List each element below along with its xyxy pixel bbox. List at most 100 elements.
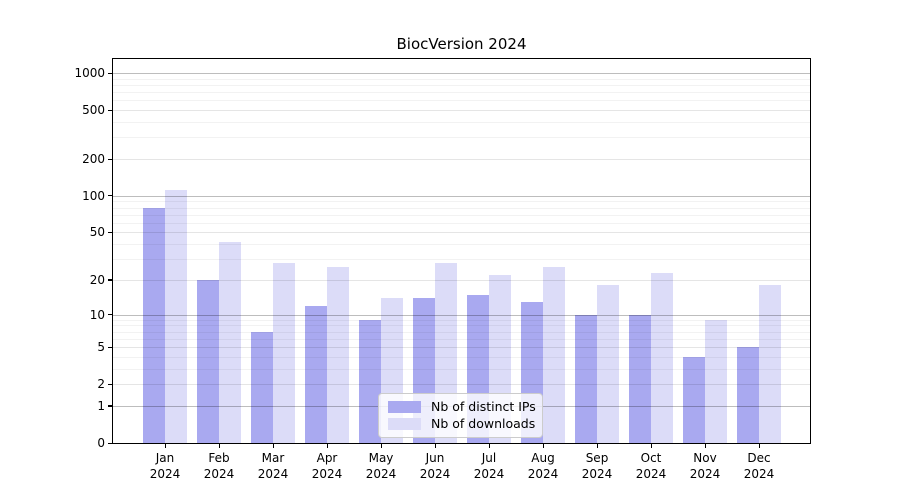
- gridline-y-4: [113, 356, 810, 358]
- bar-downloads-mar: [273, 262, 295, 443]
- x-axis-tick: [164, 443, 166, 448]
- gridline-y-20: [113, 279, 810, 281]
- legend-label: Nb of distinct IPs: [431, 399, 536, 414]
- bar-distinct-ips-oct: [629, 314, 651, 443]
- x-axis-tick: [488, 443, 490, 448]
- y-axis-tick: [108, 346, 113, 348]
- x-axis-tick: [704, 443, 706, 448]
- y-axis-tick: [108, 231, 113, 234]
- grid-layer: [113, 59, 810, 443]
- gridline-y-90: [113, 201, 810, 203]
- gridline-y-200: [113, 159, 810, 160]
- gridline-y-60: [113, 222, 810, 224]
- gridline-y-600: [113, 100, 810, 102]
- x-axis-tick-label: Nov 2024: [689, 451, 721, 481]
- x-axis-tick: [272, 443, 274, 448]
- y-axis-tick-label: 20: [89, 272, 105, 287]
- bar-downloads-aug: [543, 266, 565, 443]
- x-axis-tick: [758, 443, 760, 448]
- gridline-y-700: [113, 92, 810, 94]
- legend: Nb of distinct IPs Nb of downloads: [378, 393, 543, 438]
- gridline-y-6: [113, 338, 810, 340]
- y-axis-tick: [108, 279, 113, 281]
- x-axis-tick-label: Aug 2024: [527, 451, 559, 481]
- chart-title: BiocVersion 2024: [396, 35, 527, 53]
- y-axis-tick: [108, 72, 113, 74]
- gridline-y-7: [113, 331, 810, 333]
- y-axis-tick-label: 50: [89, 225, 105, 240]
- y-axis-tick-label: 2: [97, 377, 105, 392]
- gridline-y-400: [113, 122, 810, 123]
- y-axis-tick-label: 200: [82, 152, 105, 166]
- bar-distinct-ips-may: [359, 319, 381, 443]
- gridline-y-100: [113, 195, 810, 197]
- bar-downloads-feb: [219, 241, 241, 443]
- legend-swatch-downloads: [388, 418, 421, 430]
- bar-distinct-ips-feb: [197, 279, 219, 443]
- bar-downloads-apr: [327, 266, 349, 443]
- y-axis-tick-label: 500: [82, 103, 105, 118]
- x-axis-tick: [596, 443, 598, 448]
- bar-downloads-dec: [759, 285, 781, 443]
- legend-row-downloads: Nb of downloads: [388, 416, 536, 431]
- bar-distinct-ips-apr: [305, 305, 327, 443]
- y-axis-tick: [108, 195, 113, 197]
- bar-downloads-jan: [165, 189, 187, 443]
- bar-distinct-ips-dec: [737, 347, 759, 443]
- x-axis-tick-label: Apr 2024: [311, 451, 343, 481]
- bar-distinct-ips-mar: [251, 331, 273, 443]
- x-axis-tick: [326, 443, 328, 448]
- bar-downloads-oct: [651, 272, 673, 443]
- y-axis-tick: [108, 383, 113, 385]
- gridline-y-10: [113, 314, 810, 316]
- y-axis-tick-label: 1000: [74, 66, 105, 80]
- bar-downloads-nov: [705, 319, 727, 443]
- gridline-y-30: [113, 259, 810, 261]
- x-axis-tick: [434, 443, 436, 448]
- gridline-y-3: [113, 368, 810, 370]
- x-axis-tick-label: Mar 2024: [257, 451, 289, 481]
- gridline-y-500: [113, 110, 810, 112]
- x-axis-tick: [542, 443, 544, 448]
- y-axis-tick-label: 0: [97, 436, 105, 450]
- gridline-y-5: [113, 347, 810, 348]
- legend-swatch-distinct-ips: [388, 401, 421, 413]
- x-axis-tick-label: Jun 2024: [419, 451, 451, 481]
- x-axis-tick: [380, 443, 382, 448]
- x-axis-tick: [650, 443, 652, 448]
- y-axis-tick: [108, 314, 113, 316]
- y-axis-tick-label: 1: [97, 398, 105, 413]
- legend-label: Nb of downloads: [431, 416, 536, 431]
- y-axis-tick-label: 100: [82, 188, 105, 203]
- gridline-y-50: [113, 232, 810, 234]
- bar-distinct-ips-nov: [683, 356, 705, 443]
- y-axis-tick: [108, 109, 113, 111]
- bar-distinct-ips-jan: [143, 207, 165, 443]
- gridline-y-80: [113, 207, 810, 209]
- bar-downloads-sep: [597, 285, 619, 443]
- x-axis-tick-label: Jul 2024: [473, 451, 505, 481]
- x-axis-tick-label: Feb 2024: [203, 451, 235, 481]
- plot-area: 0 1 2 5 10 20 50 100 200 500 1000 Jan 2024 Feb 2024 Mar…: [74, 58, 811, 481]
- y-axis-tick-label: 10: [89, 307, 105, 322]
- x-axis-tick-label: Oct 2024: [635, 451, 667, 481]
- gridline-y-40: [113, 244, 810, 246]
- legend-row-distinct-ips: Nb of distinct IPs: [388, 399, 536, 414]
- x-axis-tick-label: Dec 2024: [743, 451, 775, 481]
- x-axis-tick-label: Sep 2024: [581, 451, 613, 481]
- gridline-y-9: [113, 319, 810, 321]
- x-axis-tick-label: May 2024: [365, 451, 397, 481]
- x-axis-tick-label: Jan 2024: [149, 451, 181, 481]
- y-axis-tick-label: 5: [97, 340, 105, 354]
- gridline-y-1000: [113, 73, 810, 74]
- gridline-y-70: [113, 214, 810, 216]
- bar-distinct-ips-sep: [575, 314, 597, 443]
- gridline-y-800: [113, 84, 810, 86]
- y-axis-tick: [108, 442, 113, 444]
- x-axis-tick: [218, 443, 220, 448]
- y-axis-tick: [108, 405, 113, 407]
- y-axis-tick: [108, 158, 113, 160]
- gridline-y-900: [113, 78, 810, 80]
- gridline-y-2: [113, 384, 810, 386]
